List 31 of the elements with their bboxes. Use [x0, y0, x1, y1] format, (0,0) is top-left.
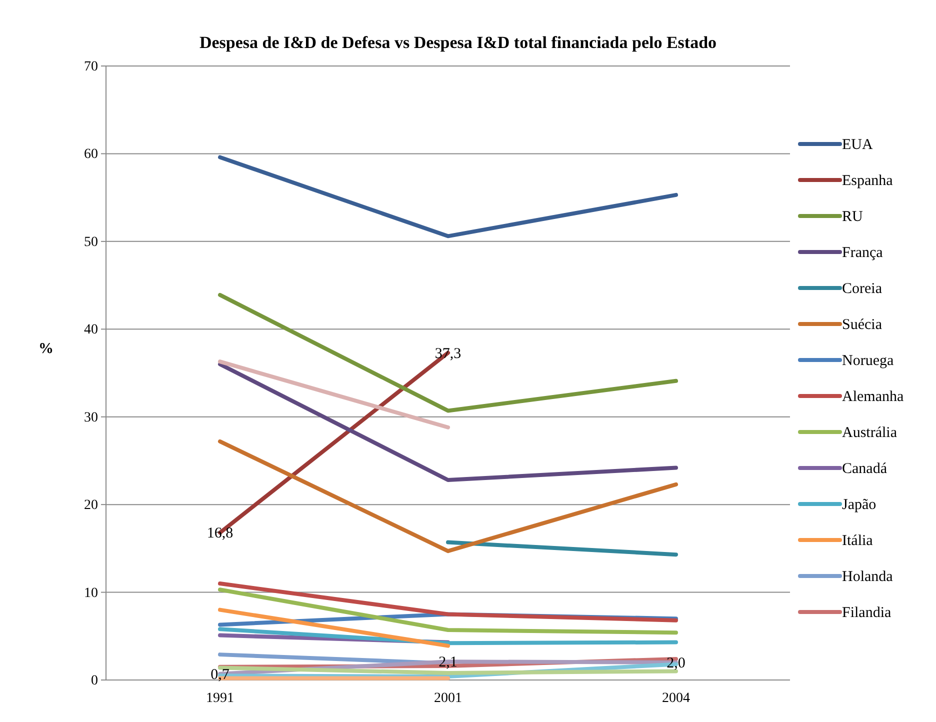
data-label: 0,7: [210, 666, 230, 683]
legend-label: Canadá: [842, 461, 888, 477]
legend-label: Austrália: [842, 425, 898, 441]
y-tick-label: 20: [84, 498, 98, 514]
legend-label: Espanha: [842, 173, 894, 189]
data-label: 2,1: [438, 654, 458, 671]
legend-label: Coreia: [842, 281, 882, 297]
x-tick-label: 2004: [662, 690, 690, 706]
y-tick-label: 50: [84, 234, 98, 250]
x-tick-label: 1991: [206, 690, 234, 706]
data-label: 2,0: [666, 655, 686, 672]
legend-label: RU: [842, 209, 864, 225]
y-tick-label: 40: [84, 322, 98, 338]
y-axis-title: %: [38, 341, 54, 357]
legend-label: Filandia: [842, 605, 892, 621]
legend-label: Itália: [842, 533, 874, 549]
legend-label: Holanda: [842, 569, 894, 585]
data-label: 16,8: [206, 526, 234, 542]
legend-label: Japão: [842, 497, 876, 513]
y-tick-label: 0: [91, 673, 98, 688]
y-tick-label: 10: [84, 586, 98, 601]
y-tick-label: 60: [84, 147, 98, 162]
y-tick-label: 30: [84, 410, 98, 426]
x-tick-label: 2001: [434, 690, 462, 706]
legend-label: França: [842, 245, 884, 261]
chart-title: Despesa de I&D de Defesa vs Despesa I&D total financiada pelo Estado: [199, 33, 717, 52]
legend-label: Alemanha: [842, 389, 904, 405]
legend-label: Noruega: [842, 353, 894, 369]
y-tick-label: 70: [84, 59, 98, 74]
legend-label: Suécia: [842, 317, 882, 333]
legend-label: EUA: [842, 137, 873, 153]
